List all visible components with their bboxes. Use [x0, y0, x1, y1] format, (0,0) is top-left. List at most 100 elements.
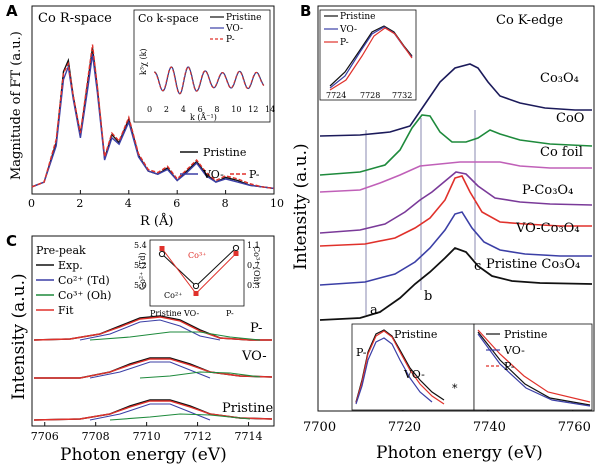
inset-c-cat-2: P- [226, 309, 234, 318]
panel-a-inset-xtick: 0 [147, 105, 152, 114]
inset-c-co3-point [233, 251, 239, 256]
c-label-vo: VO- [241, 349, 267, 364]
inset-a-legend-p: P- [226, 35, 235, 45]
panel-a-inset-xtick: 10 [231, 105, 241, 114]
inset-c-co2-point [158, 250, 166, 258]
inset-top-legend-pristine: Pristine [340, 12, 375, 22]
panel-c-xlabel: Photon energy (eV) [60, 445, 227, 465]
inset-c-cat-0: Pristine [150, 309, 182, 318]
panel-a-inset-xtick: 8 [214, 105, 219, 114]
feature-a: a [370, 303, 378, 318]
panel-a-xtick: 6 [173, 197, 180, 210]
inset-bl-label-star: * [452, 382, 458, 395]
panel-c-legend-title: Pre-peak [36, 244, 86, 257]
panel-c-xtick: 7706 [31, 430, 59, 443]
spectrum-p-co3o4-red [319, 175, 592, 247]
legend-c-exp: Exp. [58, 259, 83, 272]
panel-c-xtick: 7714 [235, 430, 263, 443]
panel-a-x-ticks: 0 2 4 6 8 10 [28, 190, 284, 210]
spectrum-coo [319, 114, 593, 176]
panel-b-xlabel: Photon energy (eV) [376, 443, 543, 463]
inset-c-text-co3: Co³⁺ [188, 251, 206, 260]
inset-top-tick-0: 7724 [326, 91, 346, 100]
inset-c-right-tick-0: 1.1 [247, 241, 260, 250]
panel-c-legend: Pre-peak Exp. Co²⁺ (Td) Co³⁺ (Oh) Fit [36, 244, 111, 317]
panel-c-plot-frame [31, 235, 275, 427]
panel-a-series-2 [31, 44, 275, 190]
inset-c-cat-1: VO- [183, 309, 199, 318]
c-p-fit [33, 316, 272, 341]
inset-c-text-co2: Co²⁺ [164, 291, 182, 300]
inset-c-right-label: Co³⁺ (Oh) [252, 246, 261, 285]
spectrum-p-co3o4 [319, 171, 593, 234]
panel-b-ylabel: Intensity (a.u.) [291, 143, 311, 270]
inset-br-pristine [477, 331, 591, 406]
feature-b: b [424, 289, 432, 304]
panel-b-inset-bl-frame [351, 323, 475, 411]
panel-a-xlabel: R (Å) [140, 213, 173, 229]
panel-a-inset-ylabel: k³χ (k) [139, 48, 148, 75]
inset-c-co3-point [159, 246, 165, 251]
panel-c-x-ticks: 7706 7708 7710 7712 7714 [31, 422, 263, 443]
label-coo: CoO [556, 111, 584, 126]
panel-a-inset-x-ticks: 0 2 4 6 8 10 12 14 [147, 105, 275, 114]
c-label-pristine: Pristine [222, 401, 274, 416]
panel-a-inset-xtick: 14 [265, 105, 275, 114]
feature-c: c [474, 259, 481, 274]
inset-a-legend-pristine: Pristine [226, 13, 261, 23]
inset-c-right-tick-2: 0.3 [247, 281, 260, 290]
panel-b-inset-br-frame [473, 323, 593, 411]
inset-c-left-tick-1: 5.2 [134, 261, 147, 270]
panel-b-xtick: 7760 [558, 420, 591, 435]
panel-c-inset-marks [158, 244, 240, 296]
panel-a-inset-title: Co k-space [138, 12, 199, 25]
inset-bl-p [355, 330, 445, 405]
panel-b-title: Co K-edge [496, 13, 563, 28]
inset-br-legend-vo: VO- [503, 344, 525, 357]
inset-bl-vo [355, 337, 433, 405]
panel-a-xtick: 0 [28, 197, 35, 210]
inset-br-vo [477, 333, 591, 407]
panel-b-xtick: 7700 [303, 420, 336, 435]
c-label-p: P- [250, 321, 262, 336]
inset-c-co2-point [232, 244, 240, 252]
panel-b-letter: B [300, 2, 311, 20]
panel-a-xtick: 2 [76, 197, 83, 210]
panel-b-xtick: 7720 [388, 420, 421, 435]
panel-c-inset: Co²⁺ (Td) Co³⁺ (Oh) 5.4 5.2 5.0 1.1 0.7 … [134, 239, 261, 318]
legend-c-co2: Co²⁺ (Td) [58, 274, 110, 287]
inset-top-legend-p: P- [340, 38, 349, 48]
label-p-co3o4: P-Co₃O₄ [522, 183, 573, 198]
panel-a-inset-frame [133, 9, 271, 123]
inset-c-left-tick-0: 5.4 [134, 241, 147, 250]
c-vo-co2 [89, 361, 211, 379]
panel-a-ylabel: Magnitude of FT (a.u.) [9, 31, 24, 180]
legend-c-co3: Co³⁺ (Oh) [58, 289, 111, 302]
inset-c-left-tick-2: 5.0 [134, 281, 147, 290]
label-pristine-co3o4: Pristine Co₃O₄ [486, 257, 580, 272]
inset-top-tick-2: 7732 [392, 91, 412, 100]
panel-b-inset-bottom-right: Pristine VO- P- [473, 323, 593, 411]
inset-c-left-label: Co²⁺ (Td) [138, 252, 147, 290]
panel-c-xtick: 7712 [184, 430, 212, 443]
legend-a-p: P- [249, 168, 260, 181]
panel-a-xtick: 10 [270, 197, 284, 210]
panel-c-xtick: 7710 [133, 430, 161, 443]
panel-a-legend: Pristine VO- P- [180, 146, 260, 181]
panel-a-inset: Co k-space k³χ (k) 0 2 4 6 8 10 12 14 k (Å⁻¹) P… [133, 9, 275, 123]
c-p-exp [33, 315, 272, 341]
panel-a-inset-xtick: 4 [181, 105, 186, 114]
legend-a-vo: VO- [202, 168, 224, 181]
panel-a-inset-series [153, 66, 265, 95]
panel-c-ylabel: Intensity (a.u.) [9, 273, 29, 400]
legend-a-pristine: Pristine [203, 146, 246, 159]
c-p-co2 [79, 319, 221, 341]
inset-top-p [329, 27, 413, 91]
spectrum-pristine-co3o4 [319, 246, 593, 321]
panel-a-inset-xtick: 12 [248, 105, 258, 114]
inset-bl-label-pristine: Pristine [394, 328, 437, 341]
inset-bl-label-p: P- [356, 346, 367, 359]
panel-a-inset-xlabel: k (Å⁻¹) [190, 113, 217, 122]
spectrum-co3o4 [319, 63, 592, 137]
panel-c: C Intensity (a.u.) Photon energy (eV) 77… [6, 232, 275, 465]
